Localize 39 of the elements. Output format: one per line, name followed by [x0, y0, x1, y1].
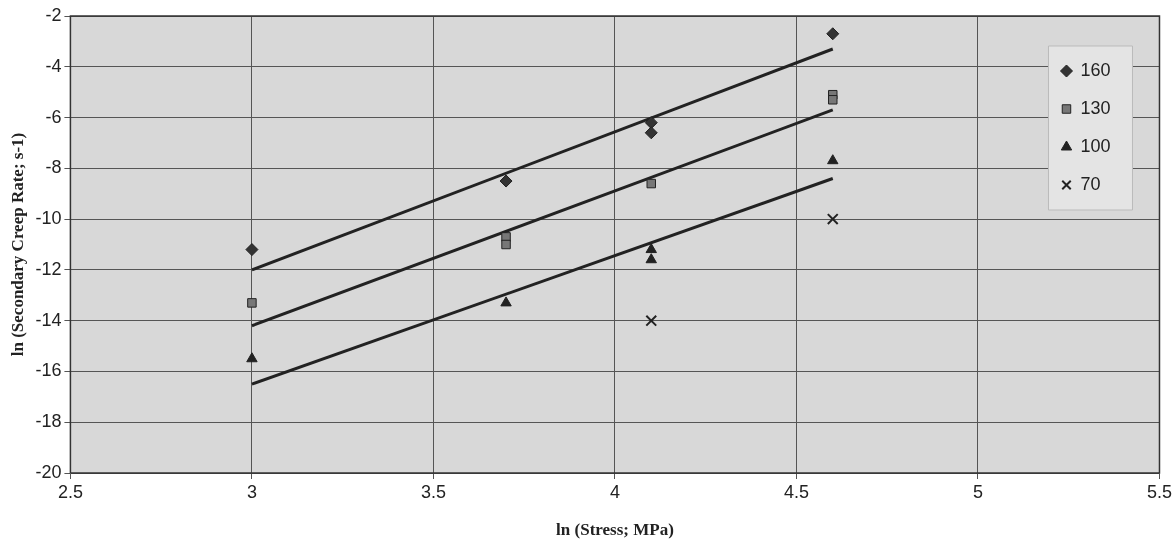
point [501, 239, 511, 250]
y-tick-label: -14 [35, 309, 62, 330]
x-tick-label: 4 [609, 481, 620, 502]
point [644, 126, 658, 140]
point [826, 213, 839, 226]
y-tick-label: -18 [35, 411, 62, 432]
point [646, 178, 656, 189]
point [500, 296, 512, 307]
legend-label: 100 [1080, 135, 1111, 156]
y-tick-label: -6 [45, 106, 62, 127]
point [499, 174, 513, 188]
legend-label: 70 [1080, 173, 1101, 194]
point [645, 253, 657, 264]
y-axis-title: ln (Secondary Creep Rate; s-1) [7, 132, 27, 357]
point [828, 95, 838, 105]
x-tick-label: 2.5 [57, 481, 83, 502]
point [247, 298, 257, 308]
y-tick-label: -10 [35, 208, 62, 229]
x-tick-label: 5 [972, 481, 983, 502]
y-tick-label: -16 [35, 360, 62, 381]
point [826, 27, 840, 41]
point [246, 352, 258, 363]
legend-label: 160 [1080, 59, 1111, 80]
x-tick-label: 3.5 [420, 481, 446, 502]
x-axis-title: ln (Stress; MPa) [556, 520, 674, 540]
point [827, 154, 839, 165]
y-tick-label: -20 [35, 461, 62, 482]
y-tick-label: -12 [35, 258, 62, 279]
x-tick-label: 3 [246, 481, 257, 502]
point [645, 314, 658, 327]
y-tick-label: -4 [45, 55, 62, 76]
y-tick-label: -8 [45, 157, 62, 178]
point [245, 243, 259, 257]
x-tick-label: 5.5 [1146, 481, 1172, 502]
legend-label: 130 [1080, 97, 1111, 118]
y-tick-label: -2 [45, 4, 62, 25]
point [644, 116, 658, 130]
x-tick-label: 4.5 [783, 481, 809, 502]
point [645, 243, 657, 254]
